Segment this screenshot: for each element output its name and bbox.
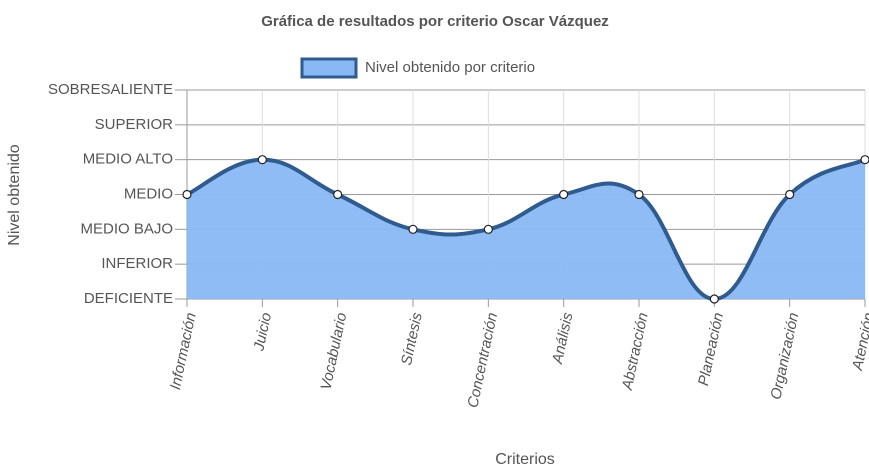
x-tick-label: Planeación [695,311,727,387]
x-tick-label: Atención [849,311,869,373]
point [709,294,719,304]
point [559,189,569,200]
x-tick-label: Vocabulario [317,311,350,391]
x-tick-label: Juicio [250,311,275,353]
x-axis-title: Criterios [495,451,555,468]
point [634,189,644,200]
y-tick-label: SUPERIOR [95,116,174,133]
legend-swatch [300,57,358,79]
x-tick-label: Información [167,311,200,391]
point [182,189,192,200]
line [186,157,866,302]
area [187,159,865,299]
point [408,224,418,234]
x-tick-label: Concentración [464,311,501,409]
x-tick-label: Síntesis [398,311,426,367]
y-tick-label: INFERIOR [101,255,173,272]
chart-title: Gráfica de resultados por criterio Oscar… [261,13,609,30]
x-tick-label: Organización [767,311,802,401]
y-tick-label: DEFICIENTE [84,290,173,307]
point [483,224,493,234]
y-tick-label: MEDIO [124,185,173,202]
legend-label: Nivel obtenido por criterio [365,59,535,76]
y-axis-title: Nivel obtenido [6,144,23,246]
x-tick-label: Abstracción [619,311,652,392]
point [785,189,795,200]
y-tick-label: MEDIO ALTO [83,151,173,168]
y-tick-label: MEDIO BAJO [80,220,173,237]
y-tick-label: SOBRESALIENTE [48,81,173,98]
point [333,189,343,200]
x-tick-label: Análisis [549,311,577,367]
point [860,155,869,165]
point [257,155,267,165]
